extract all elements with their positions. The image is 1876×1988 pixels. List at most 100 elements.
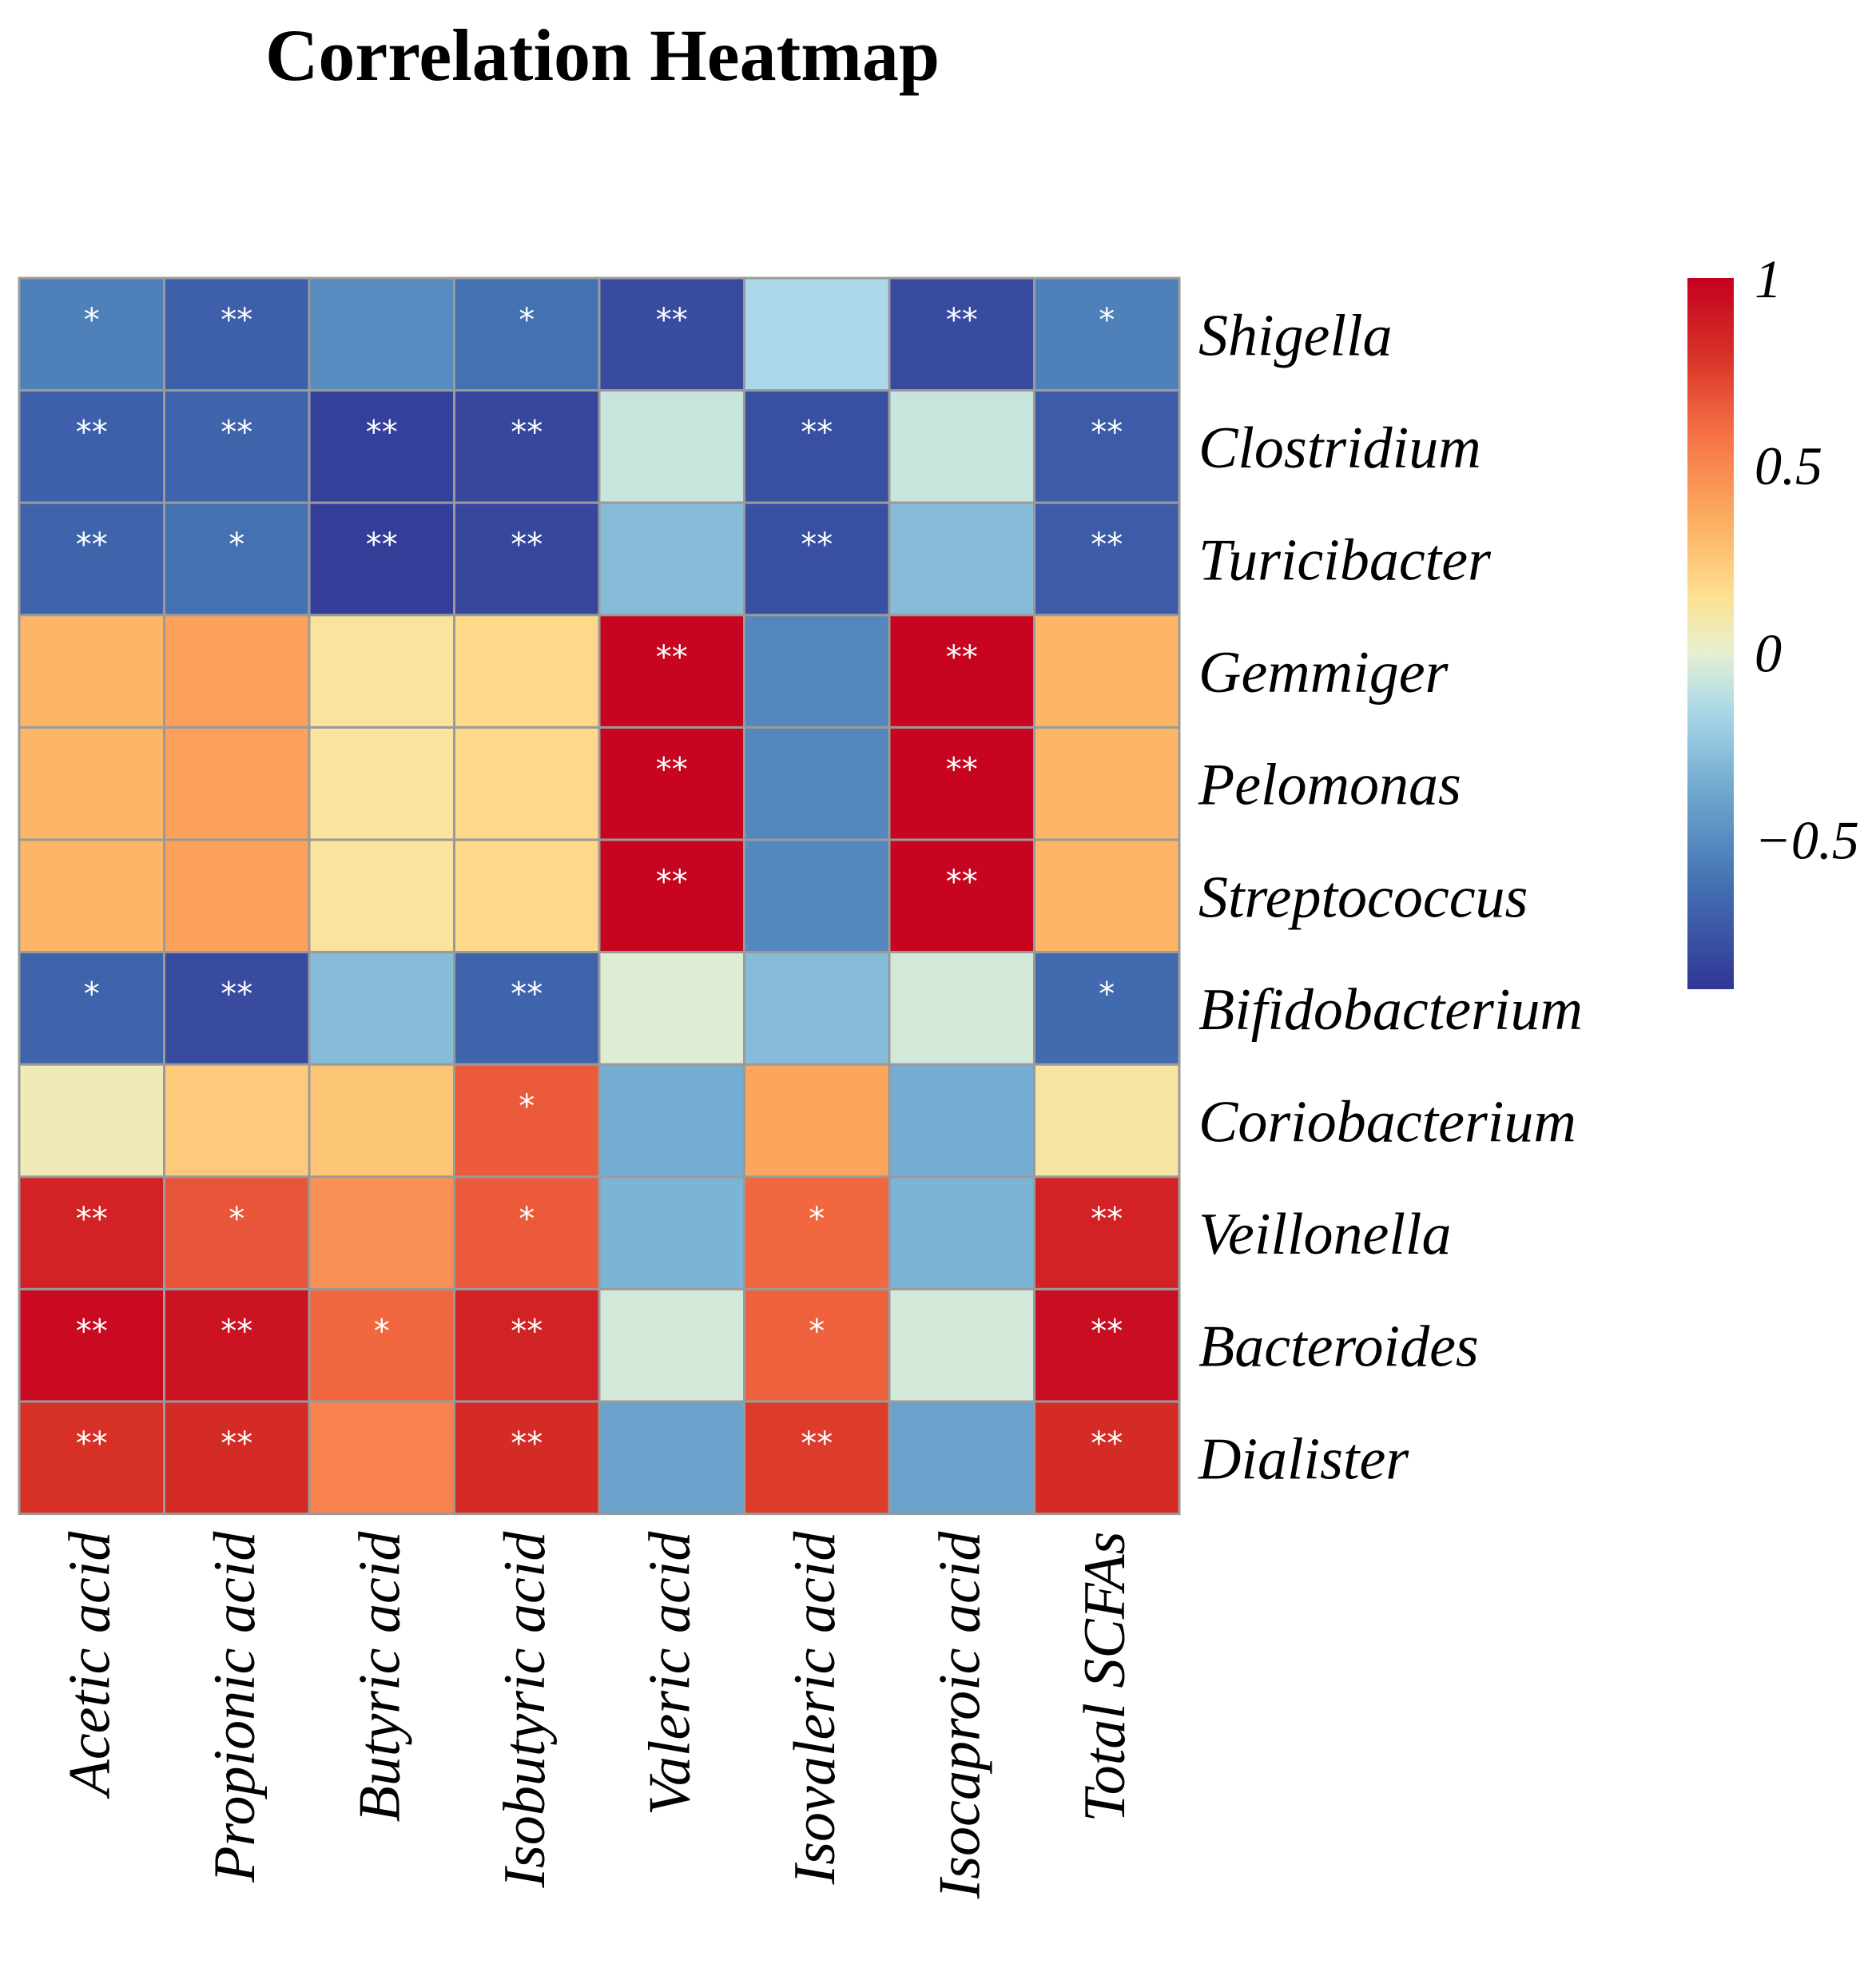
significance-marker: ** [511,1313,543,1350]
column-label: Total SCFAs [1072,1532,1138,1823]
heatmap-cell [1033,501,1181,617]
significance-marker: * [809,1201,825,1238]
significance-marker: * [229,527,244,563]
significance-marker: ** [801,415,833,451]
heatmap-cell [1033,838,1181,954]
heatmap-cell [1033,389,1181,504]
significance-marker: ** [1091,1425,1123,1462]
heatmap-cell [888,614,1035,729]
heatmap-cell [163,501,311,617]
significance-marker: ** [511,527,543,563]
heatmap-cell [888,389,1035,504]
heatmap-grid [18,276,1181,1516]
legend-tick-label: 1 [1755,248,1782,309]
significance-marker: ** [221,1313,252,1350]
heatmap-cell [308,1063,455,1179]
heatmap-cell [888,951,1035,1066]
heatmap-cell [18,276,165,392]
significance-marker: ** [1091,527,1123,563]
column-label: Acetic acid [58,1531,123,1800]
significance-marker: ** [76,527,108,563]
column-label: Isovaleric acid [782,1531,848,1886]
row-label: Bacteroides [1198,1314,1479,1380]
heatmap-cell [163,1063,311,1179]
significance-marker: ** [946,302,978,339]
heatmap-cell [308,1175,455,1290]
heatmap-cell [308,1400,455,1516]
heatmap-cell [888,501,1035,617]
heatmap-cell [1033,1287,1181,1403]
heatmap-cell [1033,276,1181,392]
column-label: Isobutyric acid [492,1531,558,1889]
significance-marker: * [229,1201,244,1238]
heatmap-cell [453,389,601,504]
significance-marker: ** [1091,415,1123,451]
column-labels: Acetic acid Propionic acid Butyric acid Iso… [58,1531,1139,1900]
significance-marker: ** [76,1425,108,1462]
heatmap-cell [453,614,601,729]
significance-marker: ** [801,1425,833,1462]
heatmap-cell [1033,1400,1181,1516]
heatmap-cell [453,951,601,1066]
chart-title: Correlation Heatmap [265,14,940,96]
heatmap-cell [598,1400,745,1516]
row-label: Streptococcus [1198,865,1528,930]
heatmap-cell [453,1063,601,1179]
significance-markers: * ** * ** ** *** ** ** ** ** **** * ** ** ** **** **** **… [76,302,1123,1462]
row-label: Coriobacterium [1198,1090,1576,1155]
significance-marker: ** [511,415,543,451]
significance-marker: ** [1091,1313,1123,1350]
heatmap-cell [18,951,165,1066]
row-label: Gemmiger [1198,640,1449,706]
heatmap-cell [743,614,891,729]
heatmap-cell [743,726,891,841]
heatmap-cell [163,1175,311,1290]
significance-marker: * [84,302,100,339]
significance-marker: ** [656,864,688,901]
row-label: Turicibacter [1198,528,1492,594]
row-label: Clostridium [1198,415,1481,481]
heatmap-cell [743,1063,891,1179]
significance-marker: ** [946,751,978,788]
row-label: Shigella [1198,303,1393,368]
significance-marker: * [519,302,535,339]
heatmap-cell [453,276,601,392]
heatmap-cell [308,951,455,1066]
significance-marker: * [519,1088,535,1125]
row-label: Dialister [1198,1426,1409,1492]
heatmap-cell [743,276,891,392]
heatmap-cell [598,1175,745,1290]
heatmap-cell [18,614,165,729]
heatmap-cell [888,726,1035,841]
heatmap-cell [1033,614,1181,729]
heatmap-cell [308,726,455,841]
heatmap-cell [598,501,745,617]
significance-marker: ** [946,864,978,901]
significance-marker: ** [511,1425,543,1462]
heatmap-cell [598,951,745,1066]
column-label: Butyric acid [348,1531,413,1823]
heatmap-cell [163,1400,311,1516]
column-label: Valeric acid [638,1531,703,1816]
heatmap-cell [1033,726,1181,841]
heatmap-cell [163,726,311,841]
significance-marker: * [1099,976,1115,1013]
heatmap-cell [308,276,455,392]
legend-tick-label: −0.5 [1755,810,1859,871]
significance-marker: ** [946,639,978,676]
significance-marker: ** [656,751,688,788]
heatmap-cell [598,1063,745,1179]
significance-marker: ** [366,527,398,563]
significance-marker: ** [801,527,833,563]
heatmap-cell [163,276,311,392]
significance-marker: ** [76,1201,108,1238]
row-label: Veillonella [1198,1202,1452,1267]
color-legend: 1 0.5 0 −0.5 [1687,248,1859,989]
row-labels: Shigella Clostridium Turicibacter Gemmiger P… [1198,303,1583,1492]
heatmap-cell [598,1287,745,1403]
heatmap-cell [18,1063,165,1179]
column-label: Propionic acid [202,1531,268,1883]
colorbar [1687,278,1734,989]
heatmap-cell [453,726,601,841]
significance-marker: ** [656,639,688,676]
